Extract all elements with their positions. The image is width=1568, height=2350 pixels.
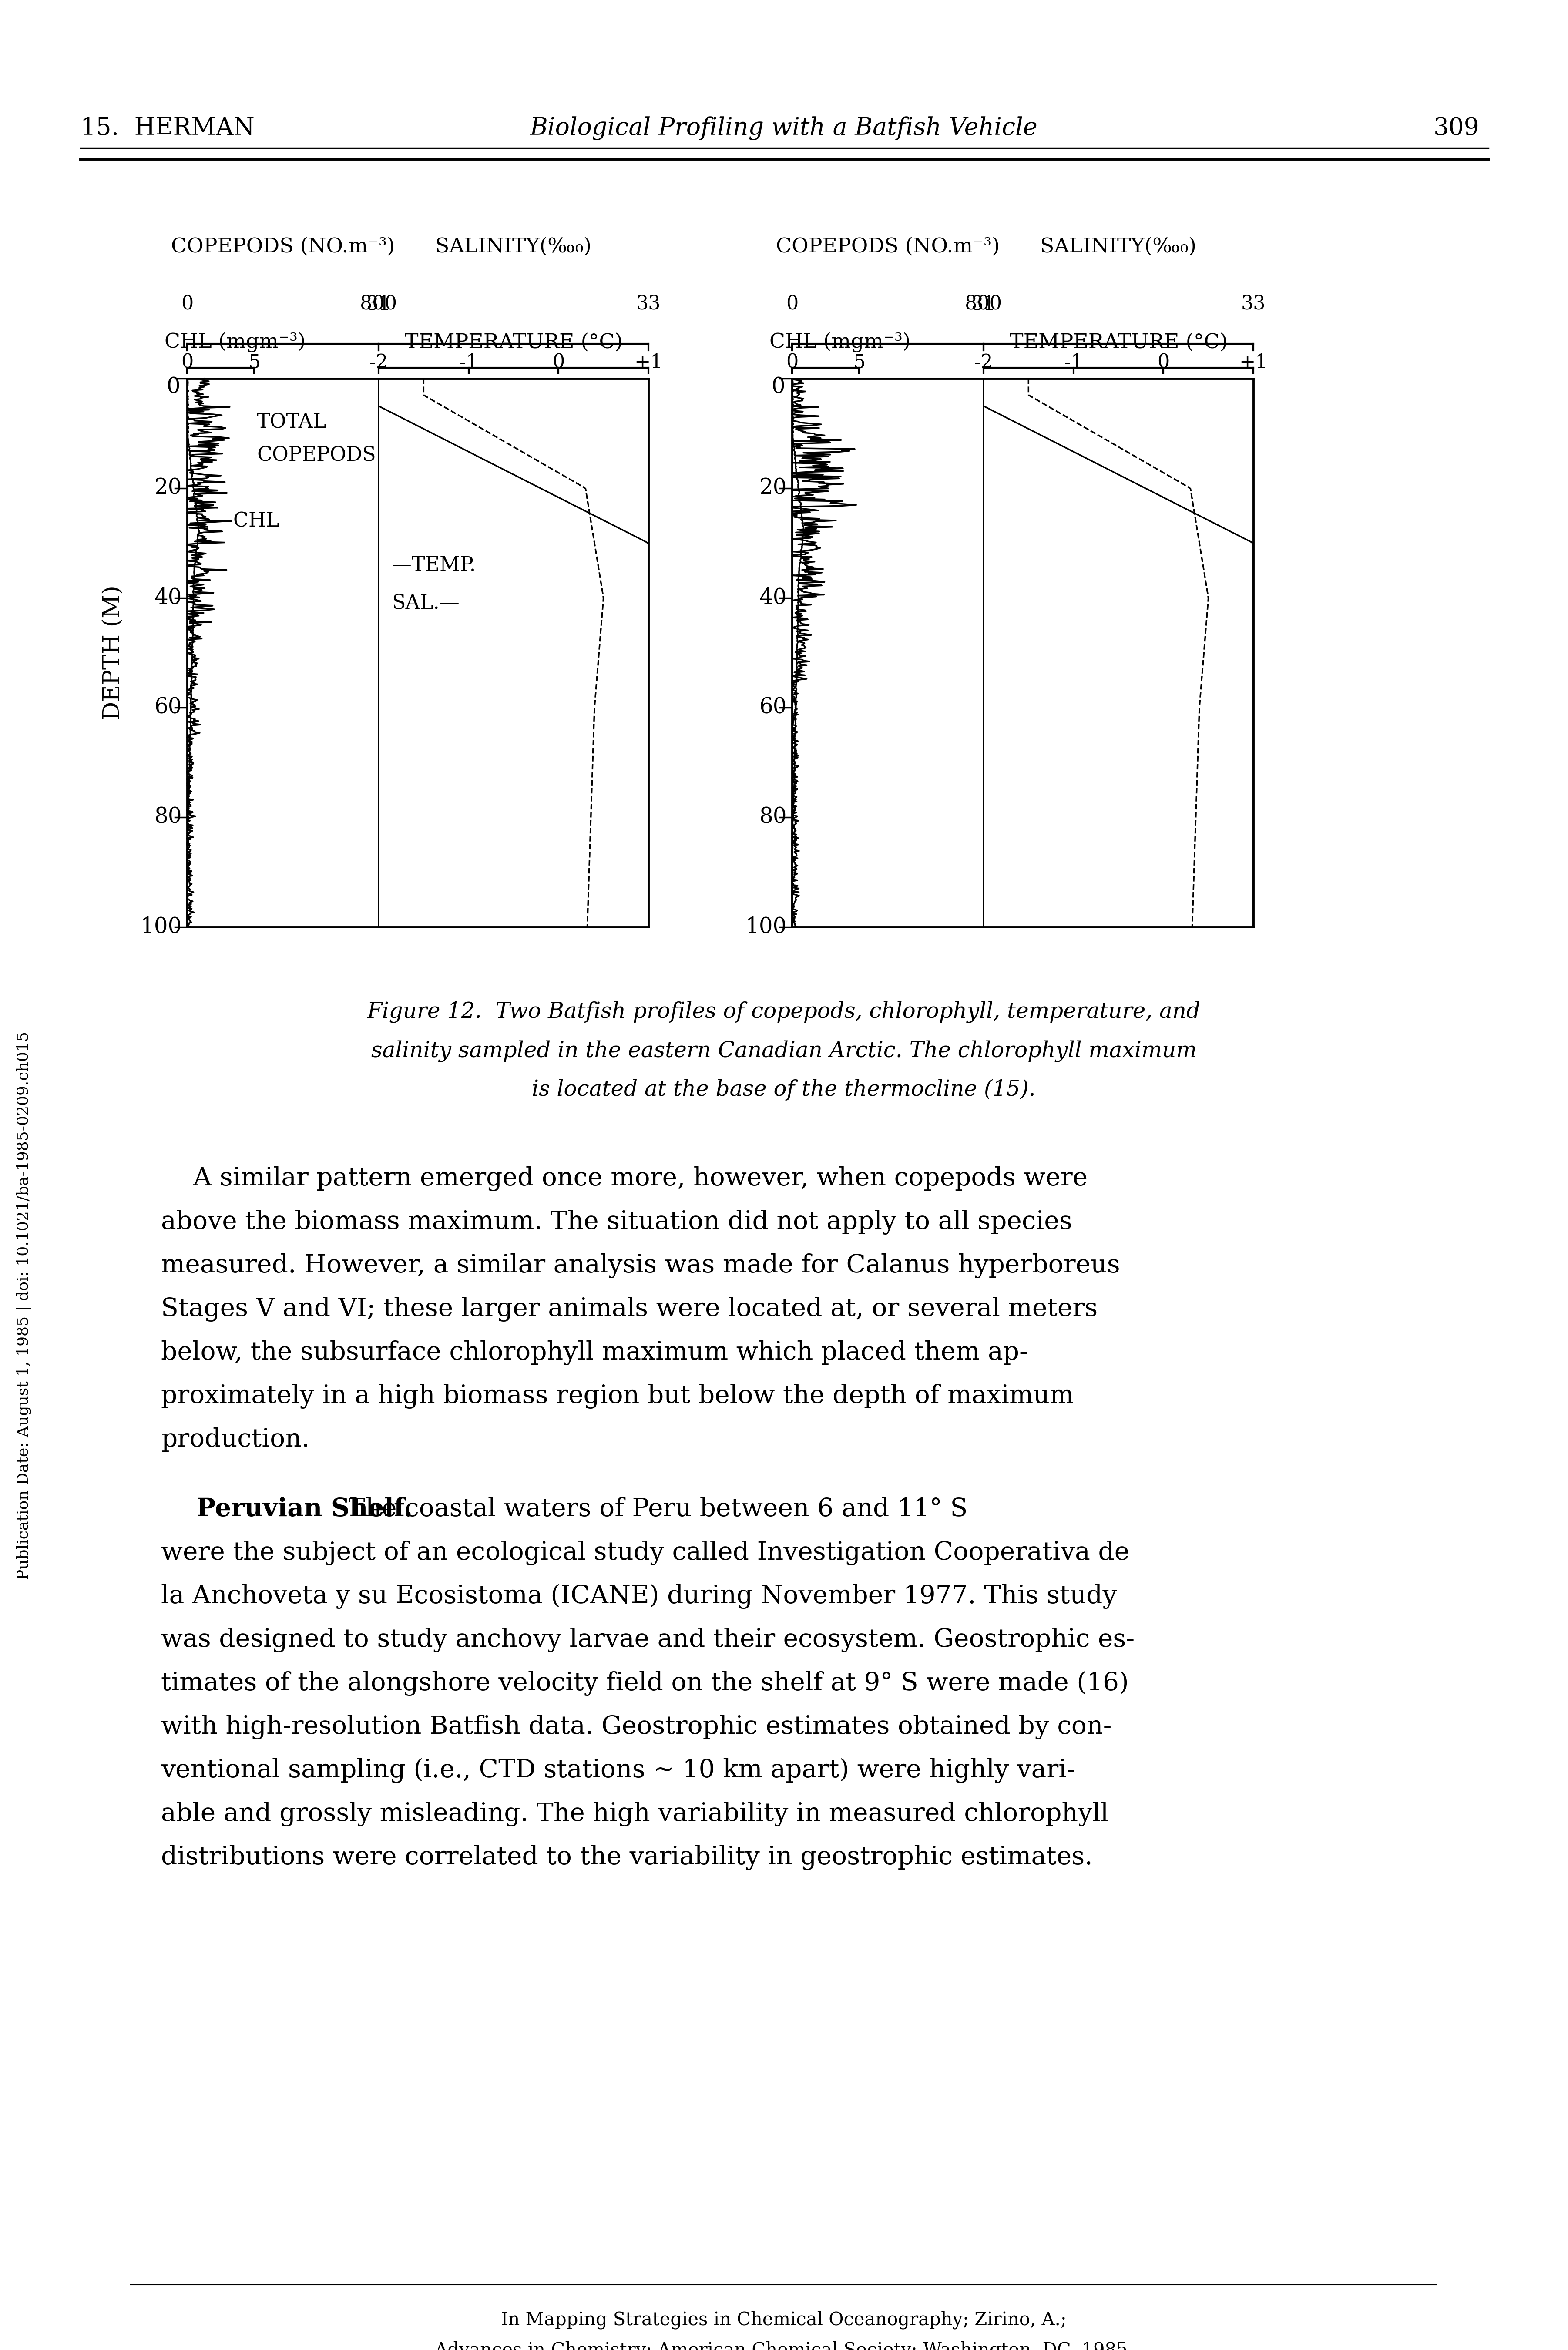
Text: timates of the alongshore velocity field on the shelf at 9° S were made (16): timates of the alongshore velocity field… xyxy=(162,1671,1129,1697)
Text: CHL (mgm⁻³): CHL (mgm⁻³) xyxy=(770,331,911,352)
Text: 800: 800 xyxy=(964,294,1002,313)
Text: 40: 40 xyxy=(154,588,182,609)
Text: able and grossly misleading. The high variability in measured chlorophyll: able and grossly misleading. The high va… xyxy=(162,1802,1109,1826)
Text: DEPTH (M): DEPTH (M) xyxy=(102,585,124,719)
Text: -1: -1 xyxy=(1065,352,1083,371)
Text: above the biomass maximum. The situation did not apply to all species: above the biomass maximum. The situation… xyxy=(162,1210,1073,1234)
Text: with high-resolution Batfish data. Geostrophic estimates obtained by con-: with high-resolution Batfish data. Geost… xyxy=(162,1716,1112,1739)
Text: below, the subsurface chlorophyll maximum which placed them ap-: below, the subsurface chlorophyll maximu… xyxy=(162,1339,1029,1365)
Text: 309: 309 xyxy=(1433,115,1480,141)
Text: 5: 5 xyxy=(853,352,866,371)
Text: —TEMP.: —TEMP. xyxy=(392,555,475,576)
Text: —CHL: —CHL xyxy=(213,512,279,531)
Text: CHL (mgm⁻³): CHL (mgm⁻³) xyxy=(165,331,306,352)
Text: ventional sampling (i.e., CTD stations ~ 10 km apart) were highly vari-: ventional sampling (i.e., CTD stations ~… xyxy=(162,1758,1076,1784)
Text: production.: production. xyxy=(162,1426,309,1452)
Text: la Anchoveta y su Ecosistoma (ICANE) during November 1977. This study: la Anchoveta y su Ecosistoma (ICANE) dur… xyxy=(162,1584,1116,1610)
Text: 40: 40 xyxy=(759,588,787,609)
Text: In Mapping Strategies in Chemical Oceanography; Zirino, A.;: In Mapping Strategies in Chemical Oceano… xyxy=(500,2310,1066,2329)
Text: 0: 0 xyxy=(786,294,798,313)
Text: COPEPODS (NO.m⁻³): COPEPODS (NO.m⁻³) xyxy=(776,237,1000,256)
Text: TEMPERATURE (°C): TEMPERATURE (°C) xyxy=(405,334,622,352)
Text: 33: 33 xyxy=(1240,294,1265,313)
Text: 800: 800 xyxy=(361,294,397,313)
Text: SALINITY(‰₀): SALINITY(‰₀) xyxy=(1040,237,1196,256)
Text: 60: 60 xyxy=(759,698,787,719)
Text: 100: 100 xyxy=(745,916,787,938)
Text: 0: 0 xyxy=(771,376,786,397)
Text: Stages V and VI; these larger animals were located at, or several meters: Stages V and VI; these larger animals we… xyxy=(162,1297,1098,1321)
Text: Biological Profiling with a Batfish Vehicle: Biological Profiling with a Batfish Vehi… xyxy=(530,115,1038,141)
Text: 31: 31 xyxy=(971,294,996,313)
Text: SALINITY(‰₀): SALINITY(‰₀) xyxy=(436,237,591,256)
Text: 5: 5 xyxy=(248,352,260,371)
Text: +1: +1 xyxy=(1239,352,1267,371)
Text: COPEPODS (NO.m⁻³): COPEPODS (NO.m⁻³) xyxy=(171,237,395,256)
Text: COPEPODS: COPEPODS xyxy=(257,446,376,465)
Text: 0: 0 xyxy=(166,376,180,397)
Text: 80: 80 xyxy=(154,806,182,827)
Text: proximately in a high biomass region but below the depth of maximum: proximately in a high biomass region but… xyxy=(162,1384,1074,1408)
Text: distributions were correlated to the variability in geostrophic estimates.: distributions were correlated to the var… xyxy=(162,1845,1093,1871)
Text: SAL.—: SAL.— xyxy=(392,595,459,613)
Text: 0: 0 xyxy=(180,352,193,371)
Text: 31: 31 xyxy=(367,294,390,313)
Text: measured. However, a similar analysis was made for Calanus hyperboreus: measured. However, a similar analysis wa… xyxy=(162,1253,1120,1278)
Text: TOTAL: TOTAL xyxy=(257,414,326,432)
Text: were the subject of an ecological study called Investigation Cooperativa de: were the subject of an ecological study … xyxy=(162,1542,1129,1565)
Text: The coastal waters of Peru between 6 and 11° S: The coastal waters of Peru between 6 and… xyxy=(325,1497,967,1520)
Text: salinity sampled in the eastern Canadian Arctic. The chlorophyll maximum: salinity sampled in the eastern Canadian… xyxy=(372,1041,1196,1062)
Text: 33: 33 xyxy=(637,294,660,313)
Text: +1: +1 xyxy=(633,352,663,371)
Text: 20: 20 xyxy=(759,477,787,498)
Text: 0: 0 xyxy=(180,294,193,313)
Text: 0: 0 xyxy=(552,352,564,371)
Text: 60: 60 xyxy=(154,698,182,719)
Text: 0: 0 xyxy=(786,352,798,371)
Text: 100: 100 xyxy=(141,916,182,938)
Text: is located at the base of the thermocline (15).: is located at the base of the thermoclin… xyxy=(532,1079,1036,1100)
Text: -2: -2 xyxy=(368,352,387,371)
Text: Publication Date: August 1, 1985 | doi: 10.1021/ba-1985-0209.ch015: Publication Date: August 1, 1985 | doi: … xyxy=(16,1032,31,1579)
Text: Figure 12.  Two Batfish profiles of copepods, chlorophyll, temperature, and: Figure 12. Two Batfish profiles of copep… xyxy=(367,1001,1201,1022)
Text: -2: -2 xyxy=(974,352,993,371)
Text: -1: -1 xyxy=(459,352,478,371)
Text: TEMPERATURE (°C): TEMPERATURE (°C) xyxy=(1010,334,1228,352)
Text: 80: 80 xyxy=(759,806,787,827)
Text: 15.  HERMAN: 15. HERMAN xyxy=(80,115,254,141)
Text: Peruvian Shelf.: Peruvian Shelf. xyxy=(162,1497,412,1520)
Text: was designed to study anchovy larvae and their ecosystem. Geostrophic es-: was designed to study anchovy larvae and… xyxy=(162,1629,1135,1652)
Text: 0: 0 xyxy=(1157,352,1170,371)
Text: Advances in Chemistry; American Chemical Society: Washington, DC, 1985.: Advances in Chemistry; American Chemical… xyxy=(434,2341,1134,2350)
Text: 20: 20 xyxy=(154,477,182,498)
Text: A similar pattern emerged once more, however, when copepods were: A similar pattern emerged once more, how… xyxy=(162,1166,1088,1191)
